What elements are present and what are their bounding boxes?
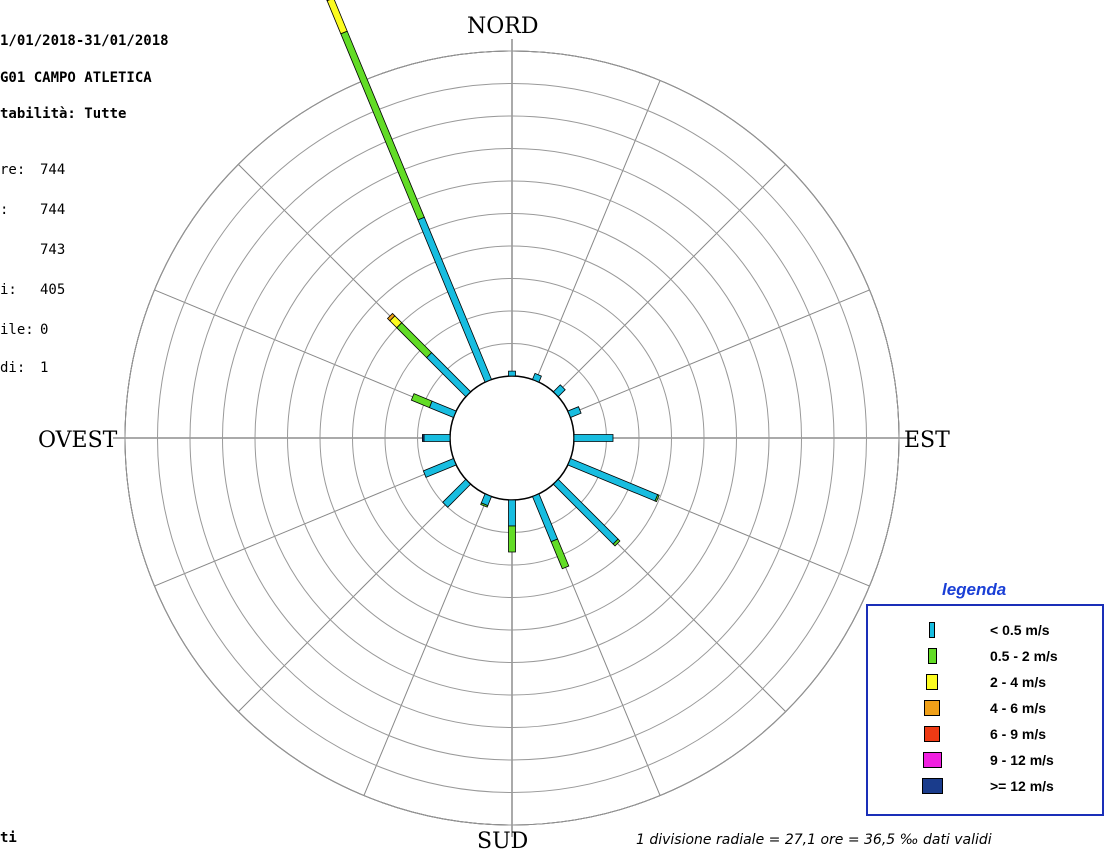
legend-item: 0.5 - 2 m/s	[868, 646, 1102, 668]
direction-label-east: EST	[904, 428, 950, 453]
rose-ring	[254, 180, 770, 696]
legend-label: 6 - 9 m/s	[990, 726, 1047, 742]
legend-swatch	[929, 622, 935, 638]
legend-item: >= 12 m/s	[868, 776, 1102, 798]
radial-division-note: 1 divisione radiale = 27,1 ore = 36,5 ‰ …	[636, 832, 992, 848]
legend-swatch	[924, 700, 940, 716]
legend-label: 2 - 4 m/s	[990, 674, 1047, 690]
rose-petal-segment	[426, 352, 472, 398]
rose-petal-segment	[567, 406, 582, 419]
legend-item: 4 - 6 m/s	[868, 698, 1102, 720]
rose-ring	[352, 278, 672, 598]
rose-petal-segment	[386, 312, 396, 322]
legend-item: 6 - 9 m/s	[868, 724, 1102, 746]
rose-petal-segment	[508, 370, 516, 377]
rose-petal-segment	[422, 457, 457, 478]
rose-petal-segment	[396, 322, 433, 359]
rose-petal-segment	[567, 457, 659, 502]
rose-petal-segment	[508, 525, 516, 553]
rose-ring	[124, 50, 900, 826]
legend-label: >= 12 m/s	[990, 778, 1054, 794]
rose-petal-segment	[340, 30, 425, 221]
stat-value: 743	[40, 242, 66, 258]
rose-petals	[326, 0, 660, 570]
stat-label: re:	[0, 162, 26, 178]
station-label: G01 CAMPO ATLETICA	[0, 70, 152, 86]
rose-ring	[222, 148, 802, 728]
legend-swatch	[926, 674, 938, 690]
stat-value: 0	[40, 322, 49, 338]
rose-petal-segment	[552, 384, 566, 398]
rose-petal-segment	[612, 538, 621, 547]
rose-ring	[189, 115, 835, 761]
rose-petal-segment	[550, 538, 570, 570]
direction-label-north: NORD	[467, 14, 539, 39]
legend-swatch	[921, 778, 943, 794]
rose-ring	[319, 245, 705, 631]
rose-petal-segment	[531, 493, 559, 543]
stat-label: di:	[0, 360, 26, 376]
stat-label: :	[0, 202, 9, 218]
stat-label: ile:	[0, 322, 34, 338]
rose-petal-segment	[531, 372, 542, 383]
rose-petal-segment	[421, 434, 425, 442]
period-label: 1/01/2018-31/01/2018	[0, 33, 169, 49]
legend-swatch	[922, 752, 942, 768]
legend-swatch	[927, 648, 937, 664]
legend-swatch	[924, 726, 940, 742]
rose-petal-segment	[508, 499, 516, 527]
legend-label: 0.5 - 2 m/s	[990, 648, 1058, 664]
stability-label: tabilità: Tutte	[0, 106, 127, 122]
stat-value: 744	[40, 202, 66, 218]
legend-item: 2 - 4 m/s	[868, 672, 1102, 694]
rose-grid	[113, 39, 911, 837]
rose-petal-segment	[654, 494, 660, 503]
legend-label: 4 - 6 m/s	[990, 700, 1047, 716]
rose-petal-segment	[326, 0, 330, 2]
legend-item: 9 - 12 m/s	[868, 750, 1102, 772]
rose-petal-segment	[480, 502, 489, 508]
rose-ring	[384, 310, 640, 566]
direction-label-west: OVEST	[38, 428, 118, 453]
legend-label: < 0.5 m/s	[990, 622, 1050, 638]
direction-label-south: SUD	[477, 829, 529, 854]
legend: < 0.5 m/s 0.5 - 2 m/s 2 - 4 m/s 4 - 6 m/s 6 …	[866, 604, 1104, 816]
stat-value: 744	[40, 162, 66, 178]
stat-value: 1	[40, 360, 49, 376]
stat-label: i:	[0, 282, 17, 298]
legend-label: 9 - 12 m/s	[990, 752, 1054, 768]
rose-petal-segment	[428, 400, 457, 419]
legend-title: legenda	[942, 580, 1007, 599]
rose-petal-segment	[423, 434, 451, 442]
rose-petal-segment	[410, 393, 433, 409]
rose-petal-segment	[573, 434, 614, 442]
stat-value: 405	[40, 282, 66, 298]
rose-petal-segment	[442, 478, 472, 508]
rose-petal-segment	[552, 478, 619, 545]
rose-petal-segment	[326, 0, 348, 35]
rose-center-circle	[449, 375, 575, 501]
rose-ring	[157, 83, 867, 793]
bottom-left-text: ti	[0, 830, 17, 846]
legend-item: < 0.5 m/s	[868, 620, 1102, 642]
rose-ring	[287, 213, 737, 663]
